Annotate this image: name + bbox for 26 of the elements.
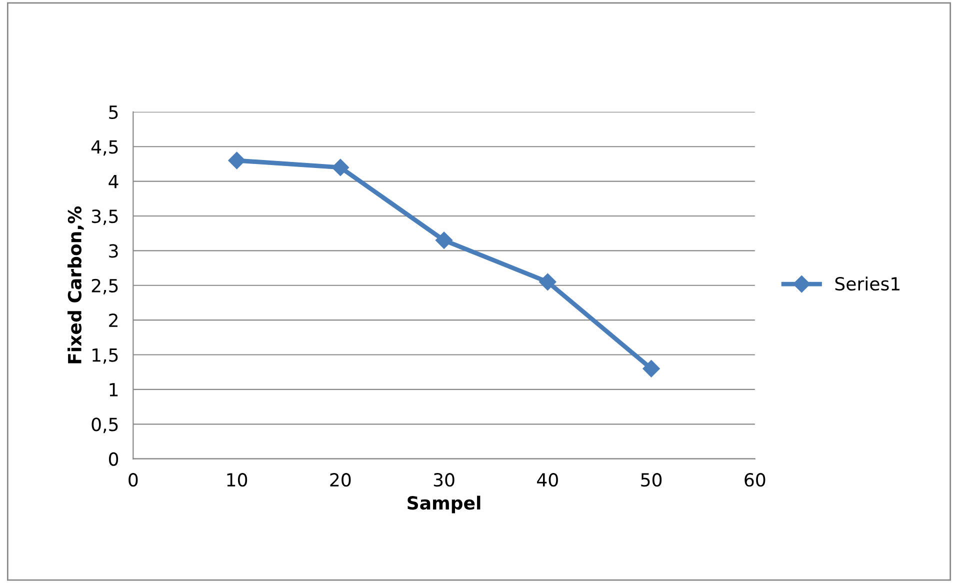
y-tick-label: 4 <box>108 175 118 188</box>
point <box>539 273 556 290</box>
y-tick-label: 2 <box>109 314 118 327</box>
y-tick-label: 0,5 <box>92 418 118 434</box>
x-tick-label: 40 <box>537 473 558 487</box>
x-tick-label: 0 <box>128 473 138 487</box>
y-tick-label: 1 <box>110 383 118 396</box>
point <box>642 360 660 378</box>
y-tick-label: 3,5 <box>92 209 118 225</box>
y-tick-label: 1,5 <box>92 348 118 364</box>
y-tick-label: 0 <box>108 452 118 466</box>
x-tick-label: 60 <box>744 473 766 487</box>
legend-label: Series1 <box>835 276 900 291</box>
x-axis-title: Sampel <box>408 496 480 514</box>
y-tick-label: 3 <box>109 244 118 258</box>
x-tick-label: 50 <box>641 473 662 487</box>
y-tick-label: 4,5 <box>91 140 118 156</box>
x-tick-label: 10 <box>227 473 248 487</box>
x-tick-label: 20 <box>330 473 351 487</box>
point <box>228 152 246 170</box>
y-axis-title: Fixed Carbon,% <box>68 206 84 364</box>
x-tick-label: 30 <box>434 473 454 487</box>
point <box>332 158 349 176</box>
y-tick-label: 2,5 <box>92 278 118 294</box>
point <box>435 232 453 249</box>
y-tick-label: 5 <box>109 106 118 120</box>
